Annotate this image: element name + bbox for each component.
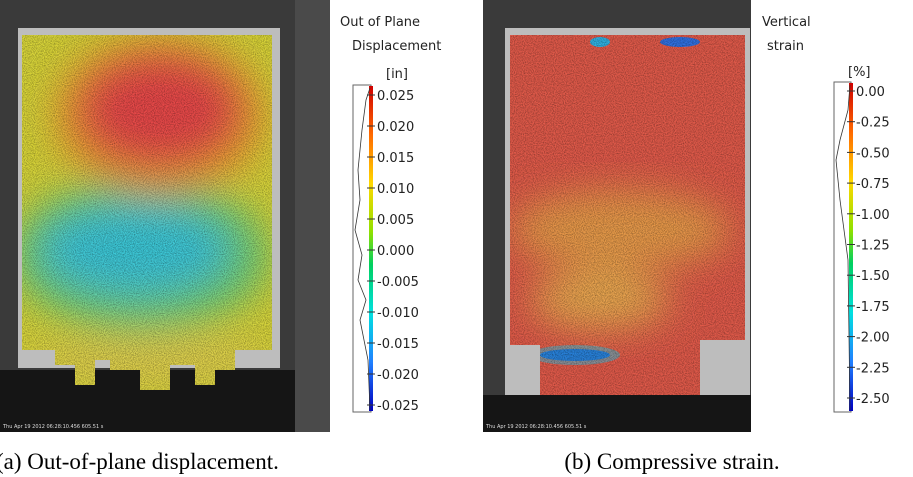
tick-label: 0.00 xyxy=(856,85,885,100)
tick-label: -0.025 xyxy=(377,399,419,414)
tick-label: 0.000 xyxy=(377,244,414,259)
image-b: Thu Apr 19 2012 06:28:10.456 605.51 s xyxy=(483,0,751,432)
tick-label: -0.010 xyxy=(377,306,419,321)
tick-label: 0.015 xyxy=(377,151,414,166)
caption: (b) Compressive strain. xyxy=(564,449,779,474)
tick-label: 0.020 xyxy=(377,120,414,135)
timestamp: Thu Apr 19 2012 06:28:10.456 605.51 s xyxy=(485,424,587,430)
histogram xyxy=(354,87,371,411)
tick-label: 0.005 xyxy=(377,213,414,228)
tick-label: -2.25 xyxy=(856,361,890,376)
tick-label: -1.50 xyxy=(856,269,890,284)
tick-label: -0.25 xyxy=(856,116,890,131)
colorbar xyxy=(369,86,373,411)
tick-label: -2.00 xyxy=(856,331,890,346)
tick-label: -0.020 xyxy=(377,368,419,383)
colorbar xyxy=(849,83,853,411)
colorbar-title: Vertical xyxy=(762,15,811,30)
colorbar-title: Displacement xyxy=(352,39,441,54)
colorbar-title: strain xyxy=(767,39,804,54)
colorbar-title: Out of Plane xyxy=(340,15,420,30)
colorbar-unit: [in] xyxy=(386,67,408,82)
tick-label: 0.010 xyxy=(377,182,414,197)
tick-label: -1.75 xyxy=(856,300,890,315)
tick-label: -0.005 xyxy=(377,275,419,290)
tick-label: -0.75 xyxy=(856,177,890,192)
tick-label: 0.025 xyxy=(377,89,414,104)
colorbar-unit: [%] xyxy=(848,65,871,80)
tick-label: -0.50 xyxy=(856,146,890,161)
tick-label: -0.015 xyxy=(377,337,419,352)
tick-label: -1.25 xyxy=(856,239,890,254)
tick-label: -1.00 xyxy=(856,208,890,223)
tick-label: -2.50 xyxy=(856,392,890,407)
caption: (a) Out-of-plane displacement. xyxy=(0,449,279,474)
image-a: Thu Apr 19 2012 06:28:10.456 605.51 s xyxy=(0,0,330,432)
histogram xyxy=(835,84,851,411)
timestamp: Thu Apr 19 2012 06:28:10.456 605.51 s xyxy=(2,424,104,430)
